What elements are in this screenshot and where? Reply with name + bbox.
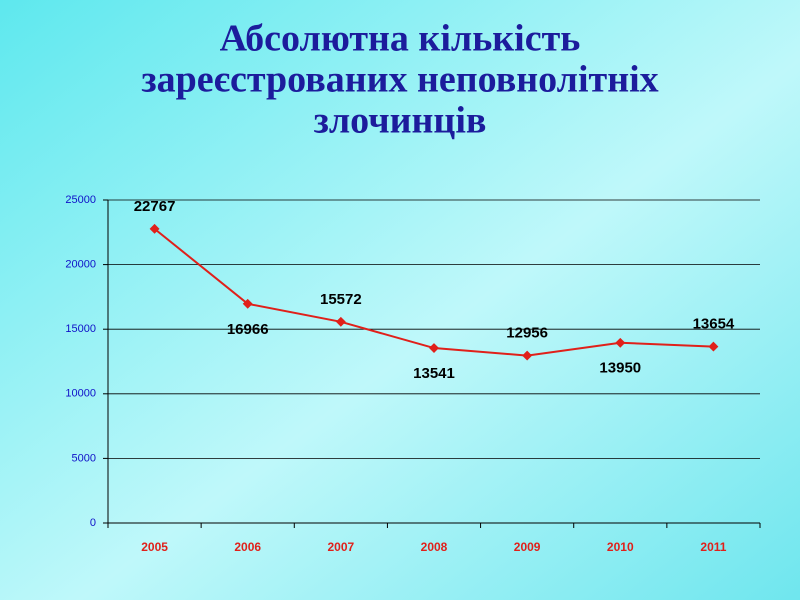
data-point bbox=[429, 343, 439, 354]
x-tick-label: 2011 bbox=[700, 540, 726, 554]
data-point bbox=[522, 350, 533, 361]
data-label: 15572 bbox=[320, 291, 362, 308]
x-tick-label: 2010 bbox=[607, 540, 634, 554]
data-point bbox=[242, 298, 253, 309]
x-tick-label: 2005 bbox=[141, 540, 168, 554]
x-tick-label: 2007 bbox=[328, 540, 355, 554]
data-point bbox=[615, 337, 626, 348]
y-tick-label: 0 bbox=[90, 517, 96, 529]
data-label: 13654 bbox=[693, 316, 735, 333]
data-point bbox=[335, 316, 346, 327]
chart-title: зареєстрованих неповнолітніх bbox=[141, 59, 658, 101]
x-tick-label: 2009 bbox=[514, 540, 541, 554]
chart-title: Абсолютна кількість bbox=[220, 18, 581, 60]
y-tick-label: 5000 bbox=[72, 452, 96, 464]
data-label: 13541 bbox=[413, 365, 455, 382]
data-label: 12956 bbox=[506, 325, 548, 342]
data-label: 22767 bbox=[134, 198, 176, 215]
data-point bbox=[708, 341, 719, 352]
y-tick-label: 20000 bbox=[65, 259, 96, 271]
x-tick-label: 2008 bbox=[421, 540, 448, 554]
data-point bbox=[149, 223, 160, 234]
y-tick-label: 25000 bbox=[65, 194, 96, 206]
y-tick-label: 10000 bbox=[65, 388, 96, 400]
x-tick-label: 2006 bbox=[234, 540, 261, 554]
y-tick-label: 15000 bbox=[65, 323, 96, 335]
data-label: 13950 bbox=[599, 360, 641, 377]
chart-title: злочинців bbox=[314, 100, 487, 142]
data-label: 16966 bbox=[227, 321, 269, 338]
